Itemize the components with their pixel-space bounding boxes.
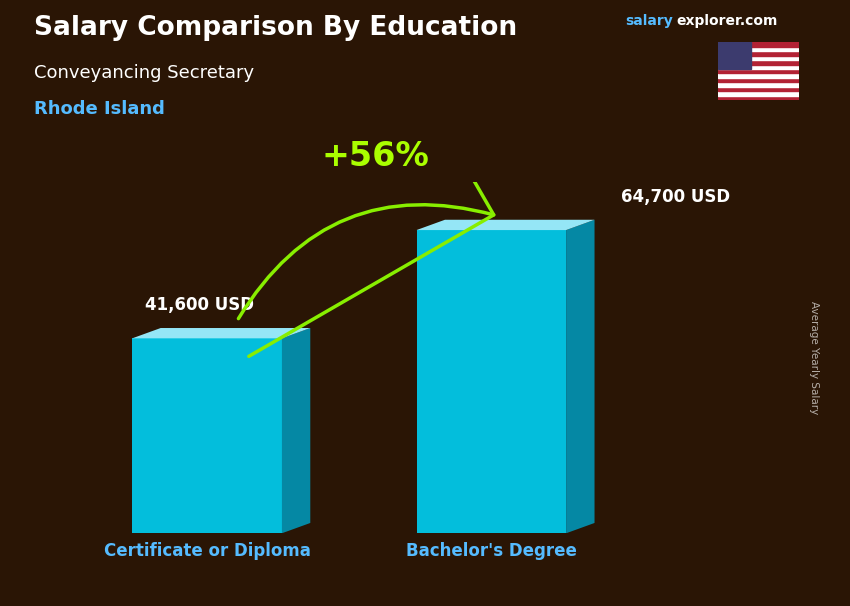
- Polygon shape: [416, 220, 594, 230]
- Text: +56%: +56%: [321, 140, 429, 173]
- Bar: [718, 69, 799, 73]
- Bar: [718, 52, 799, 56]
- Text: salary: salary: [625, 14, 672, 28]
- Bar: [718, 42, 751, 69]
- Text: Certificate or Diploma: Certificate or Diploma: [104, 542, 310, 561]
- Text: explorer.com: explorer.com: [677, 14, 778, 28]
- Polygon shape: [566, 220, 594, 533]
- Text: Conveyancing Secretary: Conveyancing Secretary: [34, 64, 254, 82]
- Polygon shape: [416, 230, 566, 533]
- Text: Average Yearly Salary: Average Yearly Salary: [809, 301, 819, 414]
- Text: Salary Comparison By Education: Salary Comparison By Education: [34, 15, 517, 41]
- FancyArrowPatch shape: [238, 0, 494, 356]
- Bar: [718, 60, 799, 65]
- Bar: [718, 73, 799, 78]
- Text: 41,600 USD: 41,600 USD: [145, 296, 254, 314]
- Bar: [718, 42, 799, 47]
- Polygon shape: [133, 338, 282, 533]
- Text: Rhode Island: Rhode Island: [34, 100, 165, 118]
- Polygon shape: [282, 328, 310, 533]
- Bar: [718, 82, 799, 87]
- Bar: [718, 65, 799, 69]
- Bar: [718, 91, 799, 96]
- Bar: [718, 96, 799, 100]
- Text: Bachelor's Degree: Bachelor's Degree: [405, 542, 577, 561]
- Polygon shape: [133, 328, 310, 338]
- Bar: [718, 87, 799, 91]
- Bar: [718, 78, 799, 82]
- Bar: [718, 56, 799, 60]
- Text: 64,700 USD: 64,700 USD: [620, 188, 730, 205]
- Bar: [718, 47, 799, 52]
